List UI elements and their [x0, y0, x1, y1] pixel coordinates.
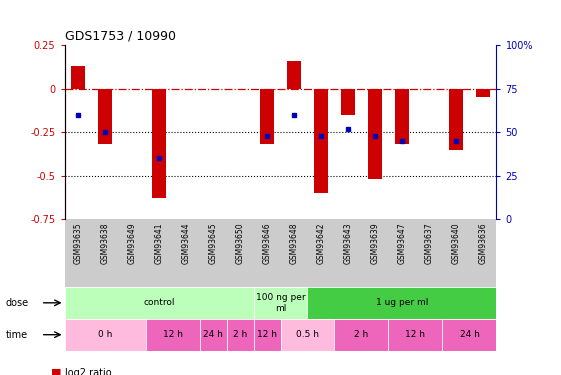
Bar	[476, 88, 490, 98]
Text: 24 h: 24 h	[203, 330, 223, 339]
Text: GSM93635: GSM93635	[73, 223, 82, 264]
Text: 2 h: 2 h	[355, 330, 369, 339]
Text: GSM93636: GSM93636	[479, 223, 488, 264]
Text: 12 h: 12 h	[163, 330, 182, 339]
Text: GSM93640: GSM93640	[452, 223, 461, 264]
Bar	[254, 287, 307, 319]
Text: time: time	[6, 330, 27, 340]
Text: GSM93643: GSM93643	[343, 223, 352, 264]
Bar	[200, 319, 227, 351]
Text: GDS1753 / 10990: GDS1753 / 10990	[65, 30, 176, 42]
Text: GSM93642: GSM93642	[316, 223, 325, 264]
Bar	[307, 287, 496, 319]
Text: 24 h: 24 h	[459, 330, 480, 339]
Text: GSM93650: GSM93650	[236, 223, 245, 264]
Text: GSM93641: GSM93641	[154, 223, 163, 264]
Bar	[367, 88, 383, 179]
Bar	[145, 319, 200, 351]
Text: 12 h: 12 h	[257, 330, 277, 339]
Bar	[65, 287, 254, 319]
Bar	[151, 88, 167, 198]
Text: GSM93637: GSM93637	[425, 223, 434, 264]
Text: control: control	[143, 298, 175, 307]
Bar	[287, 61, 301, 88]
Text: log2 ratio: log2 ratio	[65, 368, 111, 375]
Bar	[389, 319, 443, 351]
Text: GSM93647: GSM93647	[398, 223, 407, 264]
Bar	[443, 319, 496, 351]
Text: GSM93644: GSM93644	[182, 223, 191, 264]
Text: GSM93649: GSM93649	[127, 223, 136, 264]
Text: GSM93639: GSM93639	[370, 223, 379, 264]
Text: 0.5 h: 0.5 h	[296, 330, 319, 339]
Bar	[254, 319, 280, 351]
Text: GSM93646: GSM93646	[263, 223, 272, 264]
Bar	[341, 88, 356, 115]
Text: GSM93638: GSM93638	[100, 223, 109, 264]
Bar	[394, 88, 410, 144]
Bar	[227, 319, 254, 351]
Bar	[334, 319, 389, 351]
Text: GSM93645: GSM93645	[209, 223, 218, 264]
Bar	[449, 88, 463, 150]
Bar	[71, 66, 85, 88]
Text: 2 h: 2 h	[233, 330, 247, 339]
Text: GSM93648: GSM93648	[289, 223, 298, 264]
Text: 0 h: 0 h	[98, 330, 112, 339]
Text: 12 h: 12 h	[406, 330, 425, 339]
Text: 100 ng per
ml: 100 ng per ml	[256, 293, 305, 312]
Text: dose: dose	[6, 298, 29, 308]
Bar	[65, 319, 145, 351]
Bar	[98, 88, 112, 144]
Bar	[260, 88, 274, 144]
Bar	[314, 88, 328, 193]
Text: ■: ■	[50, 368, 61, 375]
Text: 1 ug per ml: 1 ug per ml	[376, 298, 428, 307]
Bar	[280, 319, 334, 351]
